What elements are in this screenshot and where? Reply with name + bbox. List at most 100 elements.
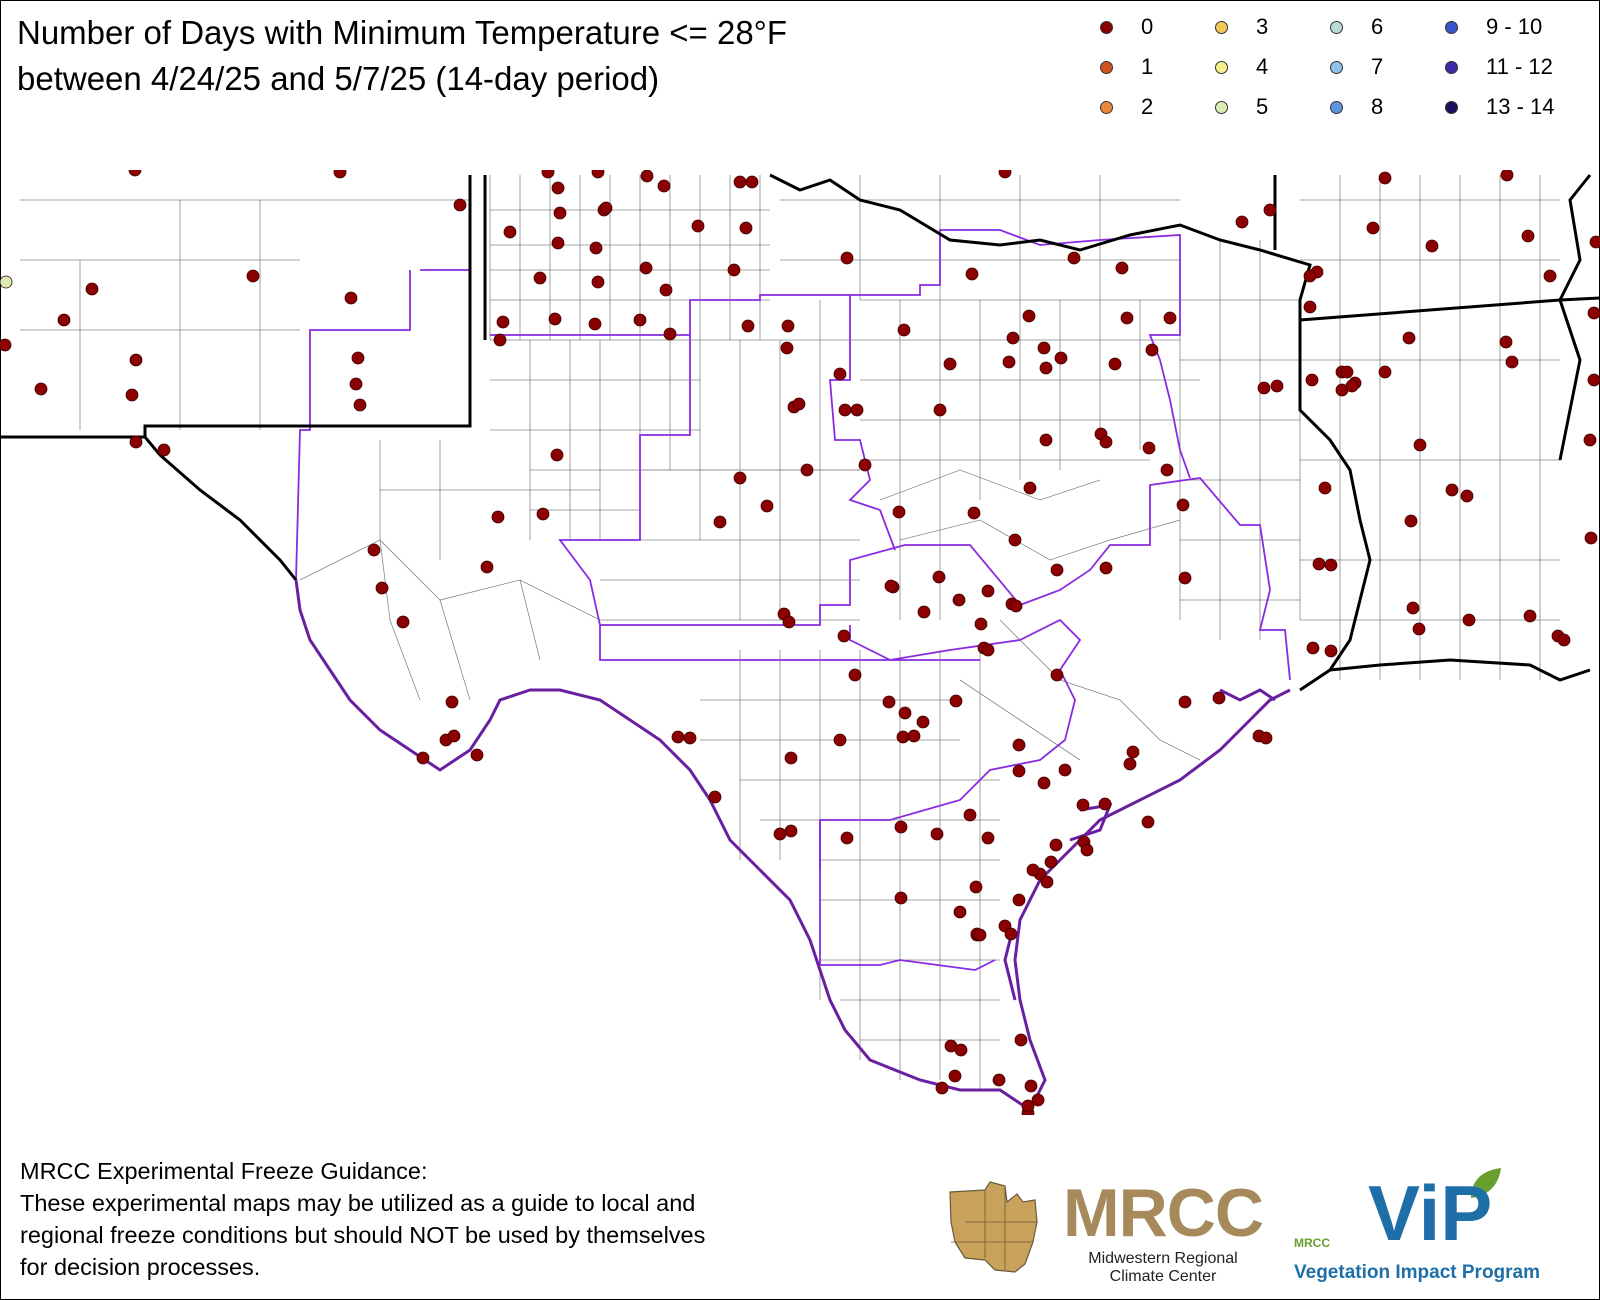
station-marker	[894, 891, 908, 905]
vip-logo: ViP MRCC Vegetation Impact Program	[1290, 1168, 1595, 1288]
station-marker	[948, 1069, 962, 1083]
station-marker	[548, 312, 562, 326]
station-marker	[973, 928, 987, 942]
legend-swatch	[1330, 60, 1343, 74]
station-marker	[1098, 797, 1112, 811]
station-marker	[1050, 563, 1064, 577]
station-marker	[1378, 171, 1392, 185]
county-lines	[20, 175, 1560, 1090]
station-marker	[1022, 309, 1036, 323]
legend-item: 3	[1215, 12, 1268, 42]
station-marker	[917, 605, 931, 619]
station-marker	[1014, 1033, 1028, 1047]
station-marker	[1067, 251, 1081, 265]
station-marker	[1123, 757, 1137, 771]
station-marker	[1505, 355, 1519, 369]
legend-item: 5	[1215, 92, 1268, 122]
station-marker	[848, 668, 862, 682]
station-marker	[1044, 855, 1058, 869]
station-marker	[1303, 300, 1317, 314]
legend-item: 1	[1100, 52, 1153, 82]
station-marker	[591, 275, 605, 289]
station-marker	[930, 827, 944, 841]
texas-freeze-map	[0, 170, 1600, 1115]
disclaimer-text: MRCC Experimental Freeze Guidance: These…	[20, 1155, 890, 1283]
station-marker	[1178, 571, 1192, 585]
station-marker	[1212, 691, 1226, 705]
legend-item: 6	[1330, 12, 1383, 42]
station-marker	[739, 221, 753, 235]
station-marker	[1462, 613, 1476, 627]
station-marker	[683, 731, 697, 745]
station-marker	[1305, 373, 1319, 387]
station-marker	[1037, 341, 1051, 355]
legend-item: 7	[1330, 52, 1383, 82]
legend-label: 6	[1371, 14, 1384, 39]
station-marker	[480, 560, 494, 574]
station-marker	[1037, 776, 1051, 790]
station-marker	[1543, 269, 1557, 283]
leaf-icon	[1471, 1168, 1501, 1198]
station-marker	[1589, 235, 1600, 249]
station-marker	[1142, 441, 1156, 455]
station-marker	[1557, 633, 1571, 647]
station-marker	[1099, 435, 1113, 449]
station-marker	[1176, 498, 1190, 512]
station-marker	[85, 282, 99, 296]
station-marker	[894, 820, 908, 834]
station-marker	[792, 397, 806, 411]
station-marker	[1259, 731, 1273, 745]
station-marker	[470, 748, 484, 762]
state-border-lines	[0, 173, 1600, 692]
station-marker	[640, 170, 654, 183]
station-marker	[741, 319, 755, 333]
station-marker	[733, 471, 747, 485]
station-marker	[1099, 561, 1113, 575]
station-marker	[493, 333, 507, 347]
mrcc-logo-subtitle: Midwestern Regional Climate Center	[1063, 1250, 1263, 1286]
station-marker	[838, 403, 852, 417]
legend-item: 9 - 10	[1445, 12, 1542, 42]
station-marker	[1002, 355, 1016, 369]
station-marker	[1318, 481, 1332, 495]
station-marker	[639, 261, 653, 275]
station-marker	[1413, 438, 1427, 452]
station-marker	[344, 291, 358, 305]
station-marker	[781, 319, 795, 333]
legend-label: 3	[1256, 14, 1269, 39]
station-marker	[1406, 601, 1420, 615]
station-marker	[551, 236, 565, 250]
station-marker	[1145, 343, 1159, 357]
station-marker	[1021, 1099, 1035, 1113]
station-marker	[1058, 763, 1072, 777]
station-marker	[935, 1081, 949, 1095]
station-marker	[850, 403, 864, 417]
station-marker	[760, 499, 774, 513]
station-marker	[896, 730, 910, 744]
station-marker	[708, 790, 722, 804]
station-marker	[1587, 306, 1600, 320]
station-marker-edge	[0, 275, 13, 289]
legend-label: 7	[1371, 54, 1384, 79]
station-marker	[981, 584, 995, 598]
station-marker	[1126, 745, 1140, 759]
legend-label: 8	[1371, 94, 1384, 119]
station-marker	[533, 271, 547, 285]
station-marker	[800, 463, 814, 477]
map-title: Number of Days with Minimum Temperature …	[17, 10, 787, 102]
legend-swatch	[1215, 60, 1228, 74]
legend-swatch	[1330, 100, 1343, 114]
station-marker	[884, 579, 898, 593]
station-marker	[745, 175, 759, 189]
station-marker	[1024, 1079, 1038, 1093]
station-marker	[784, 824, 798, 838]
climate-division-lines	[295, 229, 1291, 971]
station-marker	[588, 317, 602, 331]
station-marker	[246, 269, 260, 283]
legend-label: 9 - 10	[1486, 14, 1543, 39]
station-marker	[1054, 351, 1068, 365]
station-marker	[892, 505, 906, 519]
station-marker	[1050, 668, 1064, 682]
station-marker	[949, 694, 963, 708]
disclaimer-line2: These experimental maps may be utilized …	[20, 1190, 696, 1216]
